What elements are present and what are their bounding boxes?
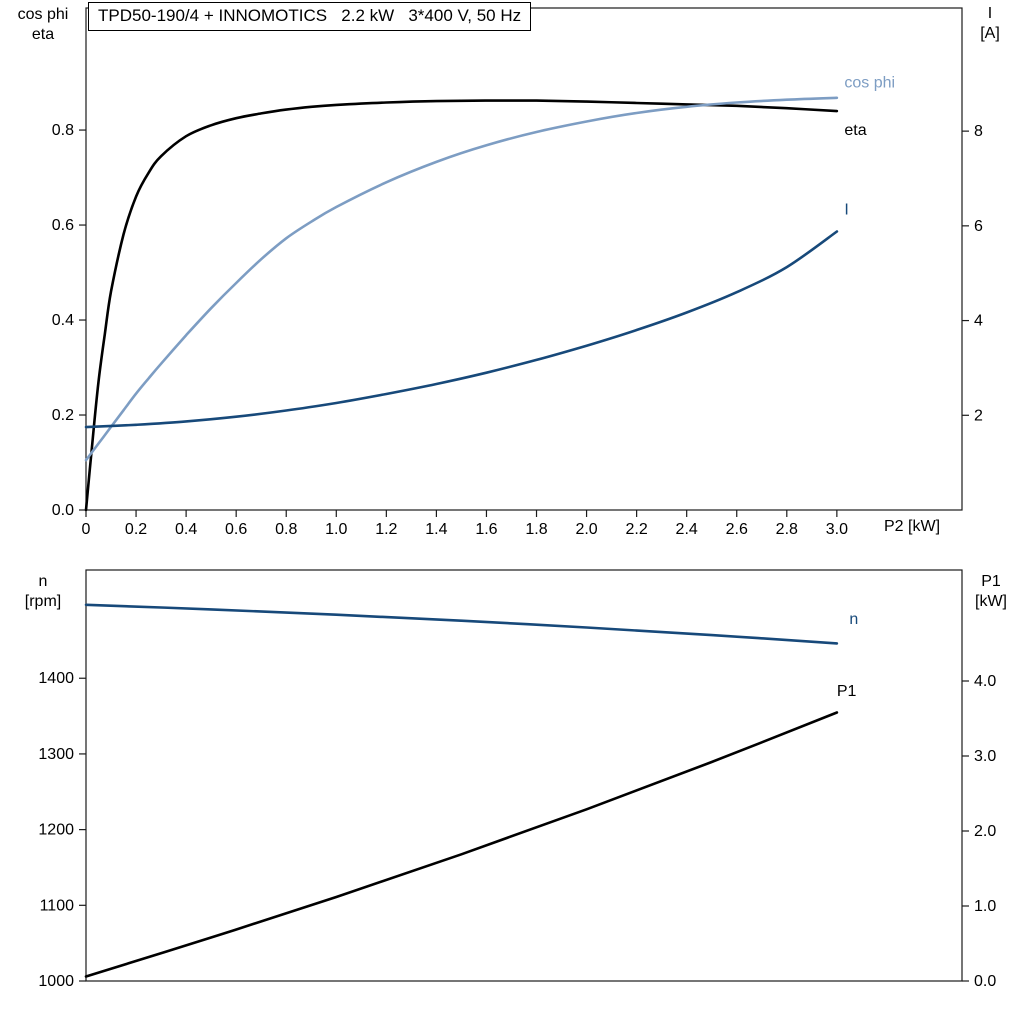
top-right-axis-label: I [A] — [962, 4, 1018, 44]
y-left-tick-label: 1200 — [38, 822, 74, 839]
x-tick-label: 2.0 — [575, 521, 597, 538]
curve-label-eta: eta — [844, 122, 866, 139]
curve-i — [84, 230, 839, 429]
x-tick-label: 1.2 — [375, 521, 397, 538]
x-tick-label: 1.4 — [425, 521, 447, 538]
x-tick-label: 0.8 — [275, 521, 297, 538]
x-tick-label: 2.2 — [626, 521, 648, 538]
bottom-right-axis-label-line1: P1 — [981, 573, 1001, 590]
curve-eta — [84, 99, 839, 512]
x-axis-label: P2 [kW] — [884, 518, 941, 535]
y-right-tick-label: 4 — [974, 313, 983, 330]
curve-n — [84, 603, 839, 645]
y-left-tick-label: 0.2 — [52, 407, 74, 424]
chart-title-box: TPD50-190/4 + INNOMOTICS 2.2 kW 3*400 V,… — [88, 2, 532, 31]
x-tick-label: 2.4 — [676, 521, 698, 538]
y-left-tick-label: 0.8 — [52, 122, 74, 139]
x-tick-label: 1.8 — [525, 521, 547, 538]
bottom-left-axis-label-line1: n — [38, 573, 48, 590]
y-right-tick-label: 8 — [974, 123, 983, 140]
plot-border — [85, 7, 963, 511]
y-left-tick-label: 1400 — [38, 670, 74, 687]
x-tick-label: 0 — [82, 521, 91, 538]
bottom-right-axis-label-line2: [kW] — [975, 593, 1007, 610]
x-tick-label: 0.4 — [175, 521, 197, 538]
curve-label-n: n — [849, 611, 858, 628]
y-left-tick-label: 0.6 — [52, 217, 74, 234]
top-left-axis-label: cos phi eta — [4, 5, 82, 45]
curve-cos-phi — [84, 96, 839, 462]
x-tick-label: 3.0 — [826, 521, 848, 538]
top-left-axis-label-line2: eta — [31, 26, 55, 43]
x-tick-label: 2.6 — [726, 521, 748, 538]
top-left-axis-label-line1: cos phi — [17, 6, 69, 23]
bottom-left-axis-label-line2: [rpm] — [24, 593, 62, 610]
curve-label-cos-phi: cos phi — [844, 75, 895, 92]
curve-label-i: I — [844, 201, 848, 218]
x-tick-label: 0.2 — [125, 521, 147, 538]
y-right-tick-label: 3.0 — [974, 748, 996, 765]
y-left-tick-label: 0.4 — [52, 312, 74, 329]
y-left-tick-label: 1000 — [38, 973, 74, 990]
bottom-left-axis-label: n [rpm] — [4, 572, 82, 612]
bottom-right-axis-label: P1 [kW] — [962, 572, 1020, 612]
x-tick-label: 1.6 — [475, 521, 497, 538]
y-right-tick-label: 1.0 — [974, 898, 996, 915]
chart-0: 0 0.2 0.4 0.6 0.8 1.0 1.2 1.4 1.6 1.8 2.0 2.2 2.4 2.6… — [52, 7, 983, 538]
y-left-tick-label: 1100 — [40, 897, 75, 914]
top-right-axis-label-line2: [A] — [980, 25, 1000, 42]
y-right-tick-label: 6 — [974, 218, 983, 235]
y-left-tick-label: 0.0 — [52, 502, 74, 519]
y-right-tick-label: 4.0 — [974, 673, 996, 690]
y-right-tick-label: 2.0 — [974, 823, 996, 840]
plot-border — [85, 569, 963, 982]
curve-label-p1: P1 — [837, 683, 857, 700]
y-left-tick-label: 1300 — [38, 746, 74, 763]
y-right-tick-label: 2 — [974, 407, 983, 424]
x-tick-label: 2.8 — [776, 521, 798, 538]
x-tick-label: 1.0 — [325, 521, 347, 538]
y-right-tick-label: 0.0 — [974, 973, 996, 990]
chart-1: 1000 1100 1200 1300 1400 0.0 1.0 2.0 3.0 4.0 n P1 — [38, 569, 996, 990]
curve-p1 — [84, 711, 839, 978]
top-right-axis-label-line1: I — [987, 5, 993, 22]
x-tick-label: 0.6 — [225, 521, 247, 538]
chart-title: TPD50-190/4 + INNOMOTICS 2.2 kW 3*400 V,… — [98, 6, 522, 25]
